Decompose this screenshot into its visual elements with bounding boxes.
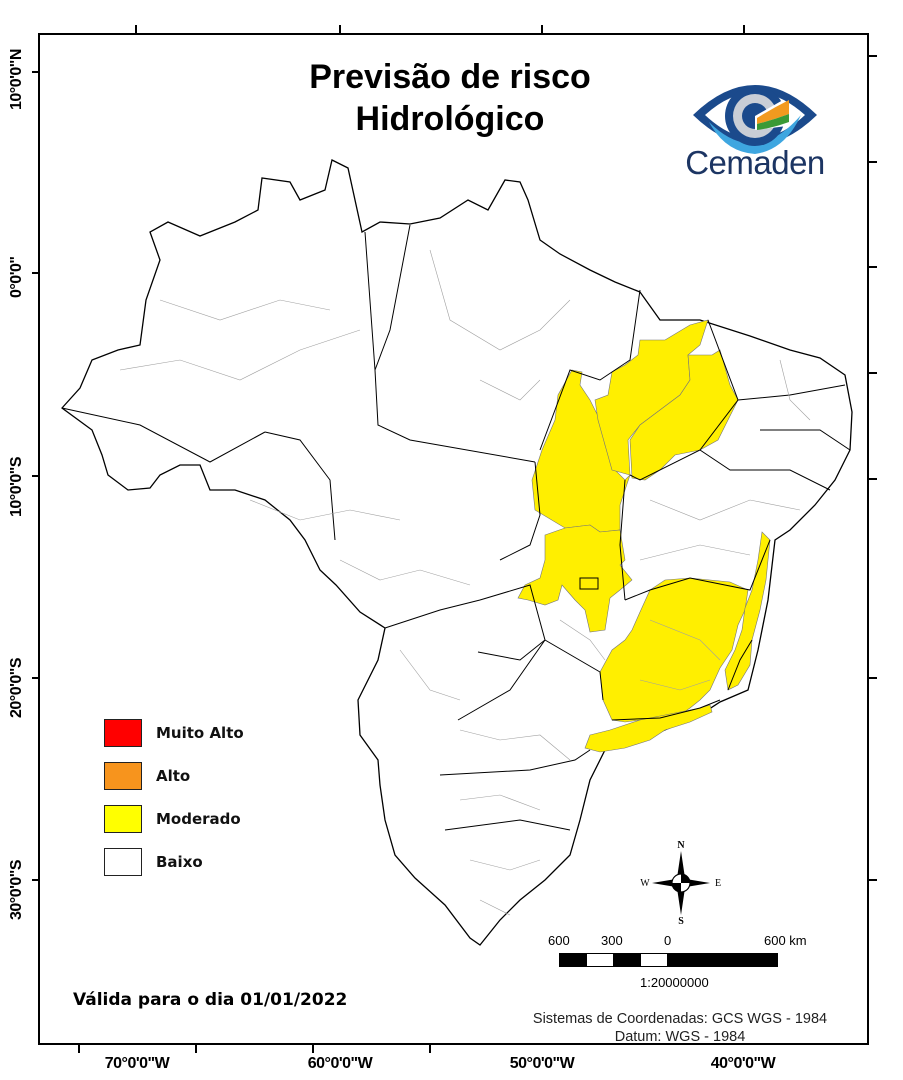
legend-swatch-baixo [104, 847, 142, 876]
legend-item-baixo: Baixo [104, 840, 244, 883]
title-line-2: Hidrológico [355, 100, 545, 138]
moderate-risk-regions [517, 319, 771, 753]
tick-bottom-70w [78, 1045, 80, 1053]
longitude-label-60w: 60°0'0"W [307, 1055, 373, 1072]
tick-right-2 [869, 161, 877, 163]
tick-top-60w [339, 25, 341, 33]
svg-text:S: S [678, 916, 684, 927]
scale-ratio: 1:20000000 [640, 975, 709, 990]
legend: Muito Alto Alto Moderado Baixo [104, 711, 244, 883]
title-line-1: Previsão de risco [309, 58, 591, 96]
validity-date-text: Válida para o dia 01/01/2022 [73, 990, 348, 1010]
state-borders [61, 224, 851, 831]
coordinate-system-line: Sistemas de Coordenadas: GCS WGS - 1984 [532, 1011, 828, 1027]
tick-top-40w [743, 25, 745, 33]
scale-label-600-km: 600 km [764, 933, 807, 948]
north-arrow-compass-icon: N S W E [640, 840, 721, 927]
scale-label-300: 300 [601, 933, 623, 948]
scale-bar [559, 953, 778, 967]
cemaden-eye-logo-icon [693, 85, 817, 154]
tick-bottom-50w [312, 1045, 314, 1053]
scale-label-0: 0 [664, 933, 672, 948]
map-title: Previsão de risco Hidrológico [240, 56, 660, 140]
svg-text:E: E [715, 878, 721, 889]
legend-label: Baixo [156, 852, 203, 871]
latitude-label-20s: 20°0'0"S [8, 657, 25, 718]
latitude-label-10n: 10°0'0"N [8, 49, 25, 110]
tick-right-3 [869, 266, 877, 268]
tick-left-30s [32, 879, 40, 881]
tick-top-50w [541, 25, 543, 33]
tick-right-6 [869, 677, 877, 679]
cemaden-logo-text: Cemaden [685, 144, 825, 181]
datum-line: Datum: WGS - 1984 [614, 1029, 746, 1045]
tick-right-4 [869, 372, 877, 374]
svg-text:W: W [640, 878, 650, 889]
tick-left-10s [32, 475, 40, 477]
tick-left-20s [32, 677, 40, 679]
latitude-label-0: 0°0'0" [8, 256, 25, 298]
latitude-label-30s: 30°0'0"S [8, 859, 25, 920]
coordinate-system-info: Sistemas de Coordenadas: GCS WGS - 1984 … [495, 1010, 865, 1046]
tick-right-1 [869, 55, 877, 57]
scale-label-600-left: 600 [548, 933, 570, 948]
latitude-label-10s: 10°0'0"S [8, 456, 25, 517]
legend-item-moderado: Moderado [104, 797, 244, 840]
municipal-borders [119, 249, 811, 916]
brazil-risk-map [61, 159, 853, 946]
tick-bottom-40w [429, 1045, 431, 1053]
tick-right-7 [869, 879, 877, 881]
legend-label: Alto [156, 766, 191, 785]
legend-swatch-moderado [104, 804, 142, 833]
legend-label: Muito Alto [156, 723, 244, 742]
tick-bottom-60w [195, 1045, 197, 1053]
legend-label: Moderado [156, 809, 241, 828]
federal-district [579, 577, 599, 590]
longitude-label-40w: 40°0'0"W [710, 1055, 776, 1072]
legend-swatch-muito-alto [104, 718, 142, 747]
tick-right-5 [869, 478, 877, 480]
legend-swatch-alto [104, 761, 142, 790]
legend-item-muito-alto: Muito Alto [104, 711, 244, 754]
legend-item-alto: Alto [104, 754, 244, 797]
longitude-label-50w: 50°0'0"W [509, 1055, 575, 1072]
tick-top-70w [135, 25, 137, 33]
tick-left-0 [32, 272, 40, 274]
tick-left-10n [32, 71, 40, 73]
svg-text:N: N [677, 840, 685, 851]
longitude-label-70w: 70°0'0"W [104, 1055, 170, 1072]
